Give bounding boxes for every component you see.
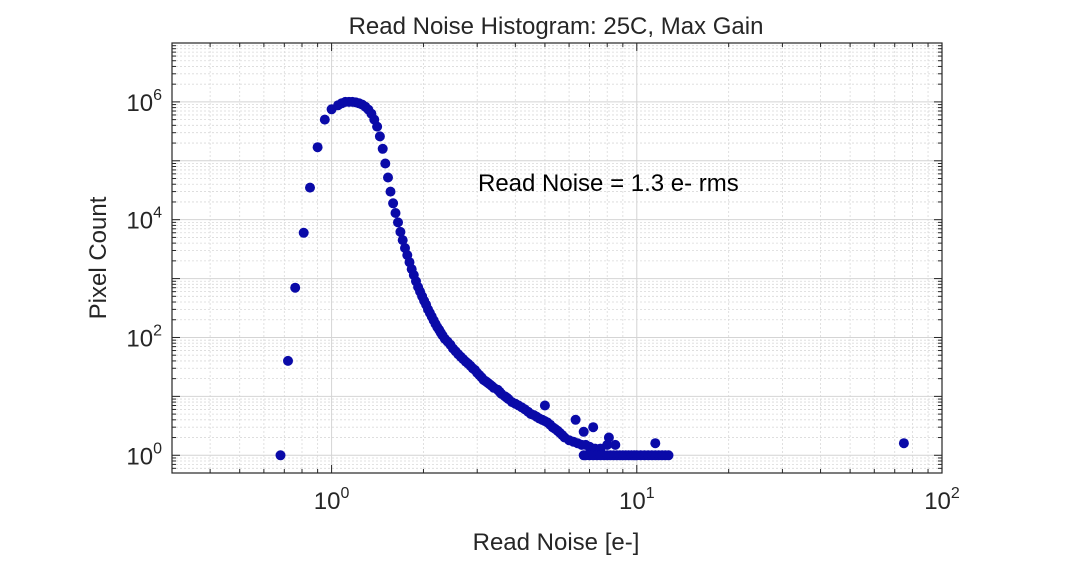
x-tick-label: 100 xyxy=(314,485,350,515)
data-point xyxy=(603,432,614,443)
data-point xyxy=(539,400,550,411)
data-point xyxy=(312,142,323,153)
data-point xyxy=(570,414,581,425)
data-point xyxy=(650,438,661,449)
axes-box xyxy=(171,42,943,474)
data-point xyxy=(663,450,674,461)
data-point xyxy=(290,282,301,293)
data-point xyxy=(395,226,406,237)
data-point xyxy=(898,438,909,449)
data-point xyxy=(377,143,388,154)
x-axis-label: Read Noise [e-] xyxy=(473,529,640,556)
data-point xyxy=(578,426,589,437)
y-tick-label: 106 xyxy=(126,87,162,117)
tick-labels: 100 101 102 100 102 104 106 xyxy=(126,87,960,515)
data-point xyxy=(388,198,399,209)
x-tick-label: 102 xyxy=(924,485,960,515)
data-point xyxy=(397,235,408,246)
data-point xyxy=(393,217,403,228)
data-point xyxy=(380,158,391,169)
data-points xyxy=(275,96,909,461)
y-tick-label: 100 xyxy=(126,440,162,470)
data-point xyxy=(610,439,621,450)
data-point xyxy=(275,450,286,461)
chart-title: Read Noise Histogram: 25C, Max Gain xyxy=(349,13,764,40)
data-point xyxy=(383,172,393,183)
axes xyxy=(171,42,943,474)
y-axis-label: Pixel Count xyxy=(85,196,112,319)
grid xyxy=(171,42,943,474)
data-point xyxy=(374,131,385,142)
data-point xyxy=(305,182,315,193)
data-point xyxy=(385,186,396,197)
x-tick-label: 101 xyxy=(619,485,655,515)
data-point xyxy=(588,422,599,433)
read-noise-annotation: Read Noise = 1.3 e- rms xyxy=(478,170,739,197)
y-tick-label: 102 xyxy=(126,322,162,352)
data-point xyxy=(298,227,309,238)
data-point xyxy=(319,114,330,125)
y-tick-label: 104 xyxy=(126,205,162,235)
data-point xyxy=(390,208,401,218)
data-point xyxy=(283,355,293,366)
data-point xyxy=(372,121,383,132)
